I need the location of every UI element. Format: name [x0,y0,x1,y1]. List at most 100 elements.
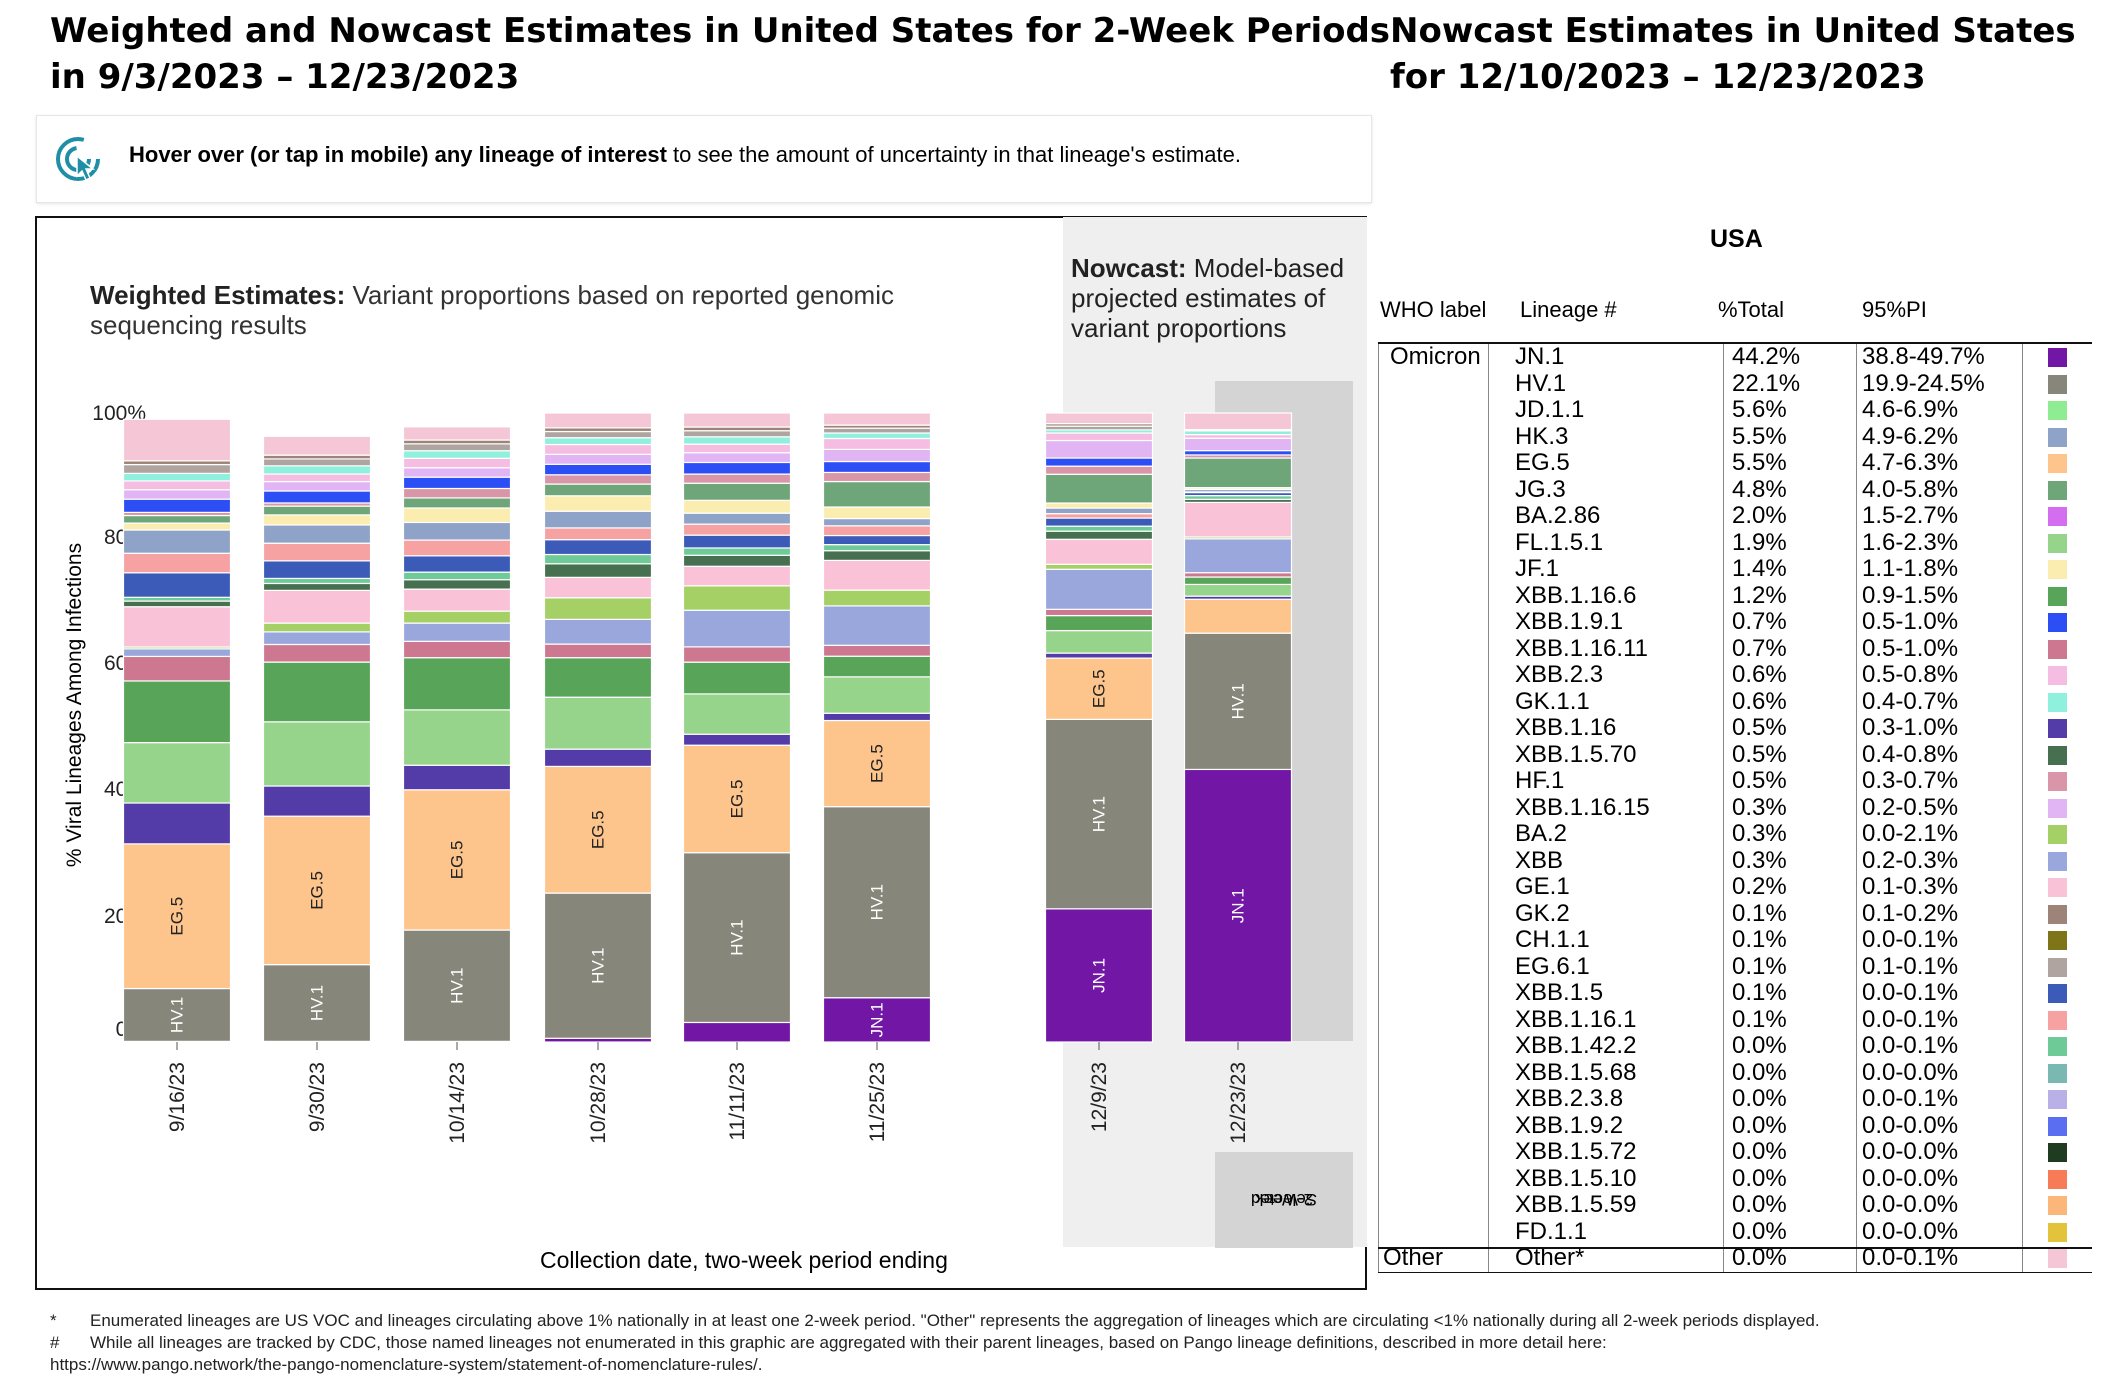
bar-segment[interactable] [682,412,792,428]
bar-segment[interactable] [682,585,792,611]
bar-segment[interactable] [1183,412,1293,431]
table-row[interactable]: JG.3 4.8% 4.0-5.8% [0,475,2122,504]
bar-segment[interactable] [402,929,512,1042]
lineage-cell: BA.2.86 [1515,502,1601,529]
table-row[interactable]: XBB.1.16.15 0.3% 0.2-0.5% [0,794,2122,822]
table-row[interactable]: XBB.1.16.6 1.2% 0.9-1.5% [0,582,2122,610]
bar-segment[interactable] [402,426,512,441]
bar-segment[interactable] [822,719,932,808]
selected-2week-button[interactable] [1215,1152,1353,1248]
bar-segment[interactable] [122,843,232,990]
bar-segment[interactable] [122,680,232,744]
x-axis-label: Collection date, two-week period ending [540,1247,948,1273]
total-cell: 0.5% [1732,714,1787,741]
bar-segment[interactable] [543,657,653,698]
bar-segment[interactable] [122,655,232,682]
bar-segment[interactable] [543,412,653,429]
bar-segment[interactable] [1044,538,1154,565]
table-row[interactable]: FD.1.1 0.0% 0.0-0.0% [0,1218,2122,1246]
bar-segment[interactable] [1044,412,1154,425]
table-row[interactable]: XBB.1.5.68 0.0% 0.0-0.0% [0,1059,2122,1087]
table-row[interactable]: XBB.1.9.1 0.7% 0.5-1.0% [0,609,2122,636]
bar-segment[interactable] [402,764,512,791]
bar-segment[interactable] [1044,473,1154,504]
bar-segment[interactable] [543,892,653,1039]
table-row[interactable]: CH.1.1 0.1% 0.0-0.1% [0,927,2122,954]
bar-segment[interactable] [1044,568,1154,610]
table-row[interactable]: XBB.1.5.72 0.0% 0.0-0.0% [0,1139,2122,1166]
bar-segment[interactable] [262,435,372,456]
table-row[interactable]: BA.2.86 2.0% 1.5-2.7% [0,503,2122,530]
bar-segment[interactable] [682,609,792,648]
table-row[interactable]: HV.1 22.1% 19.9-24.5% [0,370,2122,398]
table-row[interactable]: GK.1.1 0.6% 0.4-0.7% [0,688,2122,716]
bar-segment[interactable] [402,789,512,931]
total-cell: 4.8% [1732,475,1787,503]
table-row[interactable]: GK.2 0.1% 0.1-0.2% [0,900,2122,928]
lineage-cell: FL.1.5.1 [1515,528,1604,556]
bar-segment[interactable] [1183,457,1293,489]
table-row[interactable]: XBB.1.42.2 0.0% 0.0-0.1% [0,1033,2122,1060]
bar-segment[interactable] [822,559,932,591]
table-row[interactable]: HF.1 0.5% 0.3-0.7% [0,768,2122,795]
bar-segment[interactable] [262,964,372,1042]
table-row[interactable]: XBB.1.5.10 0.0% 0.0-0.0% [0,1165,2122,1193]
bar-segment[interactable] [402,657,512,711]
bar-segment[interactable] [262,661,372,723]
table-row[interactable]: XBB.1.16 0.5% 0.3-1.0% [0,715,2122,742]
bar-segment[interactable] [262,589,372,624]
bar-segment[interactable] [543,765,653,894]
bar-segment[interactable] [1183,768,1293,1043]
footnote-link[interactable]: https://www.pango.network/the-pango-nome… [50,1355,763,1374]
bar-segment[interactable] [822,605,932,646]
lineage-cell: XBB.1.42.2 [1515,1032,1637,1059]
table-row[interactable]: Omicron JN.1 44.2% 38.8-49.7% [0,344,2122,371]
bar-segment[interactable] [1044,718,1154,910]
bar-segment[interactable] [682,693,792,735]
bar-segment[interactable] [1183,501,1293,538]
bar-segment[interactable] [262,721,372,787]
table-row[interactable]: HK.3 5.5% 4.9-6.2% [0,423,2122,451]
bar-segment[interactable] [122,741,232,804]
bar-segment[interactable] [822,806,932,999]
lineage-cell: XBB.1.5.70 [1515,740,1637,768]
table-row[interactable]: EG.6.1 0.1% 0.1-0.1% [0,953,2122,981]
bar-segment[interactable] [1183,598,1293,634]
table-row[interactable]: XBB.1.5.59 0.0% 0.0-0.0% [0,1192,2122,1219]
who-label-omicron: Omicron [1390,343,1481,370]
table-row[interactable]: JF.1 1.4% 1.1-1.8% [0,556,2122,583]
bar-segment[interactable] [1183,538,1293,574]
bar-segment[interactable] [262,785,372,817]
hover-instruction-box: Hover over (or tap in mobile) any lineag… [36,115,1372,203]
bar-segment[interactable] [682,852,792,1024]
table-row[interactable]: EG.5 5.5% 4.7-6.3% [0,450,2122,477]
bar-segment[interactable] [402,709,512,766]
table-row[interactable]: XBB 0.3% 0.2-0.3% [0,847,2122,875]
table-row[interactable]: FL.1.5.1 1.9% 1.6-2.3% [0,528,2122,557]
bar-segment[interactable] [682,661,792,695]
table-row[interactable]: XBB.2.3.8 0.0% 0.0-0.1% [0,1086,2122,1113]
pi-cell: 0.0-0.0% [1862,1191,1959,1218]
table-row[interactable]: GE.1 0.2% 0.1-0.3% [0,874,2122,901]
pi-cell: 0.1-0.3% [1862,873,1959,900]
table-row[interactable]: XBB.2.3 0.6% 0.5-0.8% [0,662,2122,689]
table-row[interactable]: BA.2 0.3% 0.0-2.1% [0,821,2122,848]
bar-segment[interactable] [822,412,932,426]
table-row[interactable]: XBB.1.9.2 0.0% 0.0-0.0% [0,1112,2122,1140]
bar-segment[interactable] [122,572,232,598]
table-row[interactable]: XBB.1.16.1 0.1% 0.0-0.1% [0,1005,2122,1034]
bar-segment[interactable] [122,418,232,462]
bar-segment[interactable] [262,815,372,966]
table-row[interactable]: JD.1.1 5.6% 4.6-6.9% [0,397,2122,424]
table-row[interactable]: XBB.1.5.70 0.5% 0.4-0.8% [0,740,2122,769]
bar-segment[interactable] [822,480,932,508]
bar-segment[interactable] [122,802,232,845]
bar-segment[interactable] [543,618,653,645]
table-row[interactable]: XBB.1.16.11 0.7% 0.5-1.0% [0,635,2122,663]
total-cell: 0.1% [1732,1005,1787,1033]
bar-segment[interactable] [1183,632,1293,771]
table-row[interactable]: XBB.1.5 0.1% 0.0-0.1% [0,980,2122,1007]
bar-segment[interactable] [822,997,932,1043]
bar-segment[interactable] [1044,657,1154,720]
x-tick-label: 10/28/23 [587,1062,610,1144]
